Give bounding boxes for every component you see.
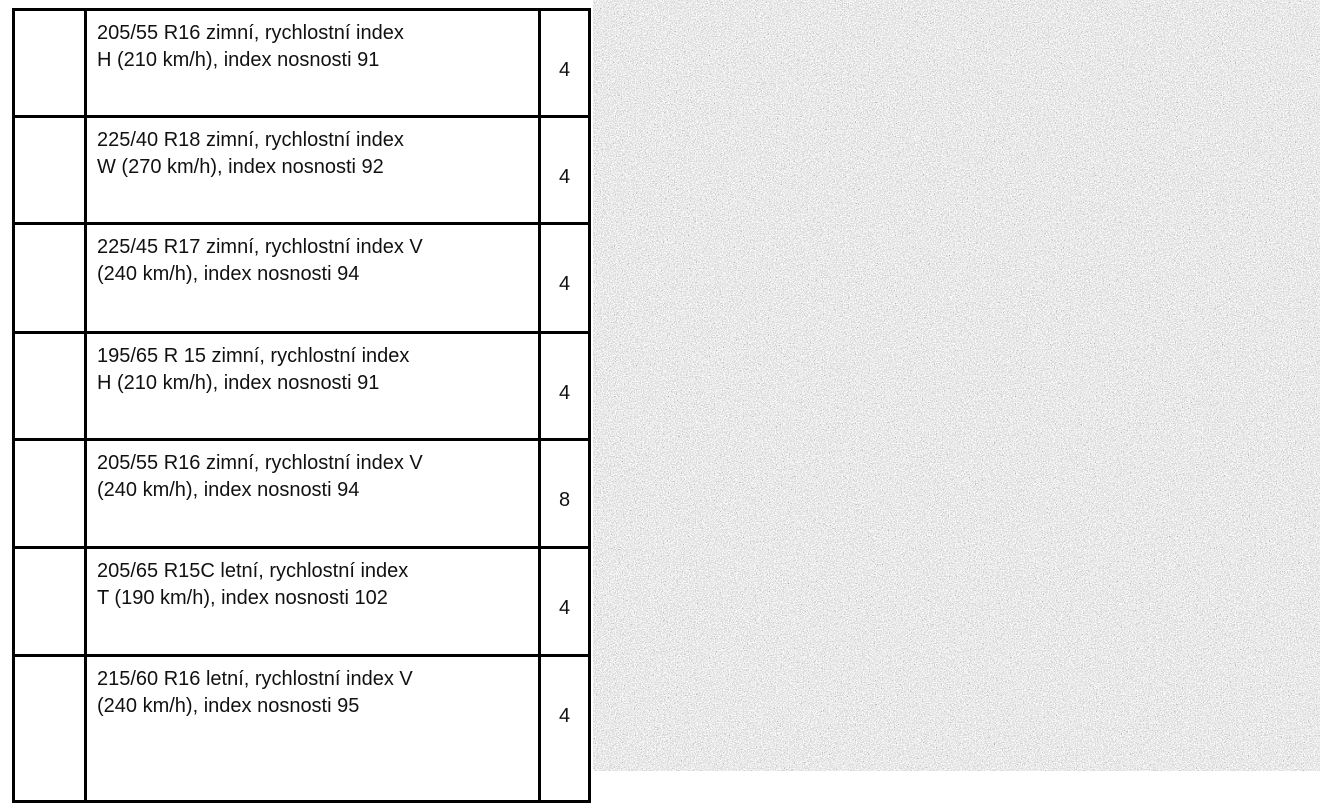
description-cell: 205/55 R16 zimní, rychlostní index V(240… [84, 438, 541, 549]
quantity-text: 4 [541, 597, 588, 620]
quantity-cell: 8 [538, 438, 591, 549]
quantity-text: 4 [541, 273, 588, 296]
empty-cell [12, 654, 87, 803]
quantity-text: 4 [541, 166, 588, 189]
description-cell: 215/60 R16 letní, rychlostní index V(240… [84, 654, 541, 803]
empty-cell [12, 438, 87, 549]
description-text: 195/65 R 15 zimní, rychlostní index [97, 343, 409, 369]
quantity-text: 4 [541, 382, 588, 405]
quantity-cell: 4 [538, 222, 591, 334]
quantity-cell: 4 [538, 546, 591, 657]
description-text: 205/65 R15C letní, rychlostní index [97, 558, 408, 584]
empty-cell [12, 546, 87, 657]
description-cell: 225/45 R17 zimní, rychlostní index V(240… [84, 222, 541, 334]
noise-fill [593, 0, 1320, 771]
description-text: H (210 km/h), index nosnosti 91 [97, 47, 379, 73]
description-text: (240 km/h), index nosnosti 94 [97, 477, 359, 503]
description-text: H (210 km/h), index nosnosti 91 [97, 370, 379, 396]
empty-cell [12, 222, 87, 334]
description-text: 225/45 R17 zimní, rychlostní index V [97, 234, 423, 260]
description-text: (240 km/h), index nosnosti 95 [97, 693, 359, 719]
description-text: (240 km/h), index nosnosti 94 [97, 261, 359, 287]
quantity-cell: 4 [538, 331, 591, 441]
empty-cell [12, 8, 87, 118]
quantity-text: 4 [541, 705, 588, 728]
quantity-cell: 4 [538, 8, 591, 118]
description-text: 215/60 R16 letní, rychlostní index V [97, 666, 413, 692]
quantity-text: 8 [541, 489, 588, 512]
quantity-text: 4 [541, 59, 588, 82]
description-text: 225/40 R18 zimní, rychlostní index [97, 127, 404, 153]
empty-cell [12, 331, 87, 441]
empty-cell [12, 115, 87, 225]
noise-image [593, 0, 1320, 771]
description-text: 205/55 R16 zimní, rychlostní index [97, 20, 404, 46]
description-text: 205/55 R16 zimní, rychlostní index V [97, 450, 423, 476]
quantity-cell: 4 [538, 115, 591, 225]
description-text: T (190 km/h), index nosnosti 102 [97, 585, 388, 611]
quantity-cell: 4 [538, 654, 591, 803]
description-text: W (270 km/h), index nosnosti 92 [97, 154, 384, 180]
